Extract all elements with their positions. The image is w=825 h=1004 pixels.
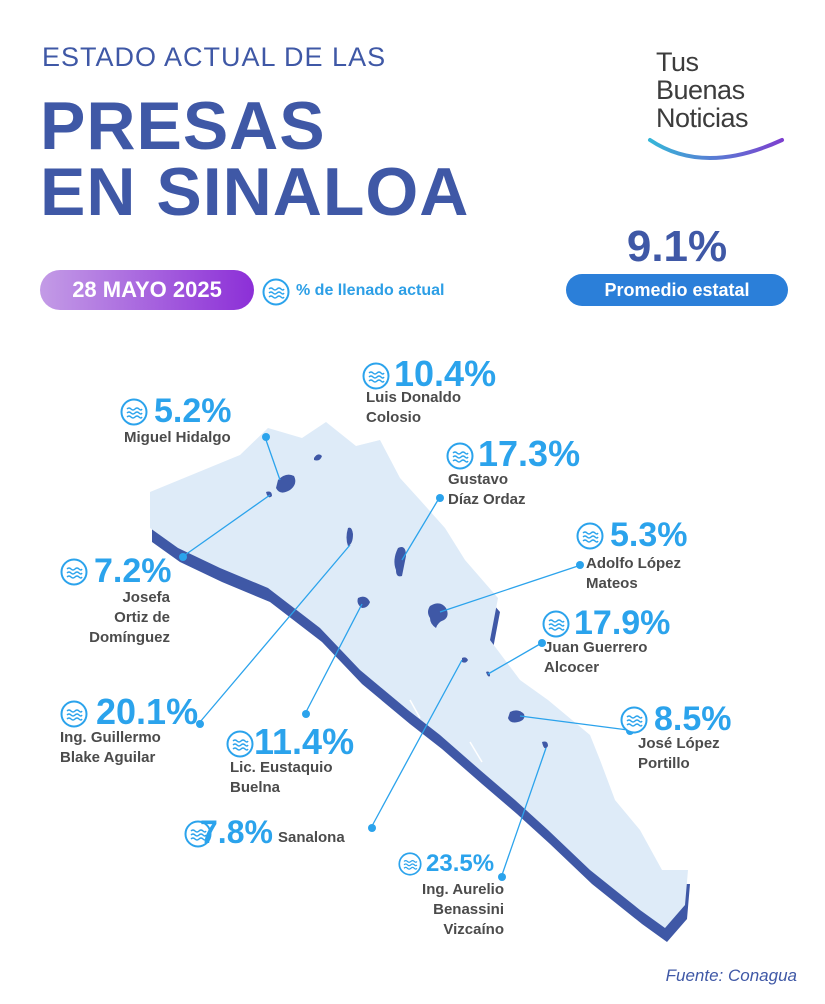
water-icon — [262, 278, 290, 306]
water-icon — [120, 398, 148, 426]
dam-name-benassini-line2: Benassini — [433, 901, 504, 918]
dam-name-josefa-line2: Ortiz de — [114, 609, 170, 626]
dam-name-lopez-portillo-line2: Portillo — [638, 755, 690, 772]
dam-name-guerrero-line2: Alcocer — [544, 659, 600, 676]
reservoir-colosio — [314, 454, 322, 461]
brand-line1: Tus — [656, 47, 699, 77]
leader-miguel-hidalgo — [265, 439, 281, 481]
leader-benassini — [501, 747, 547, 876]
brand-line3: Noticias — [656, 103, 749, 133]
date-badge: 28 MAYO 2025 — [40, 270, 254, 310]
water-icon — [226, 730, 254, 758]
reservoir-miguel-hidalgo — [266, 474, 296, 498]
water-icon — [184, 820, 212, 848]
brand-logo: Tus Buenas Noticias — [656, 48, 796, 132]
reservoir-lopez-mateos — [428, 603, 448, 628]
dam-name-blake-line1: Ing. Guillermo — [60, 729, 161, 746]
dam-percent-josefa: 7.2% — [94, 552, 172, 590]
reservoir-benassini — [542, 741, 548, 749]
dam-name-miguel-hidalgo: Miguel Hidalgo — [124, 429, 231, 446]
page-title-line1: PRESAS — [40, 88, 326, 164]
dam-name-josefa-line3: Domínguez — [89, 629, 170, 646]
dam-percent-blake: 20.1% — [96, 691, 199, 732]
dam-percent-guerrero: 17.9% — [574, 604, 671, 642]
dam-name-benassini-line1: Ing. Aurelio — [422, 881, 504, 898]
dam-percent-colosio: 10.4% — [394, 353, 497, 394]
dam-name-lopez-portillo-line1: José López — [638, 735, 720, 752]
dam-percent-buelna: 11.4% — [254, 721, 355, 762]
dot-guerrero — [538, 639, 546, 647]
dam-percent-miguel-hidalgo: 5.2% — [154, 392, 232, 430]
dam-name-benassini-line3: Vizcaíno — [443, 921, 504, 938]
water-icon — [446, 442, 474, 470]
dot-miguel-hidalgo — [262, 433, 270, 441]
leader-josefa — [184, 494, 271, 556]
leader-lopez-portillo — [519, 715, 629, 731]
legend-text: % de llenado actual — [296, 282, 445, 299]
average-value: 9.1% — [626, 222, 728, 271]
leader-lopez-mateos — [439, 565, 579, 613]
dot-lopez-mateos — [576, 561, 584, 569]
leader-guerrero — [487, 643, 541, 675]
leader-buelna — [305, 603, 363, 713]
water-icon — [60, 700, 88, 728]
dot-blake — [196, 720, 204, 728]
water-icon — [362, 362, 390, 390]
water-icon — [542, 610, 570, 638]
map-land — [150, 422, 688, 928]
water-icon — [60, 558, 88, 586]
dam-name-diaz-ordaz-line1: Gustavo — [448, 471, 509, 488]
dam-percent-lopez-portillo: 8.5% — [654, 700, 732, 738]
leader-blake — [199, 544, 351, 723]
brand-swoosh-icon — [648, 138, 784, 160]
subtitle: ESTADO ACTUAL DE LAS — [42, 42, 387, 72]
dam-name-lopez-mateos-line2: Mateos — [586, 575, 638, 592]
map-division-line — [409, 699, 483, 763]
dot-diaz-ordaz — [436, 494, 444, 502]
dot-buelna — [302, 710, 310, 718]
dam-percent-diaz-ordaz: 17.3% — [478, 433, 581, 474]
brand-line2: Buenas — [656, 75, 745, 105]
dam-name-buelna-line1: Lic. Eustaquio — [230, 759, 333, 776]
dam-name-josefa-line1: Josefa — [122, 589, 170, 606]
source-credit: Fuente: Conagua — [665, 966, 797, 985]
dam-name-blake-line2: Blake Aguilar — [60, 749, 156, 766]
dam-name-guerrero-line1: Juan Guerrero — [544, 639, 648, 656]
dam-name-diaz-ordaz-line2: Díaz Ordaz — [448, 491, 526, 508]
water-icon — [620, 706, 648, 734]
water-icon — [576, 522, 604, 550]
dam-percent-lopez-mateos: 5.3% — [610, 516, 688, 554]
page-title-line2: EN SINALOA — [40, 154, 470, 230]
water-icon — [398, 852, 422, 876]
reservoir-buelna — [357, 596, 370, 608]
reservoir-diaz-ordaz — [394, 547, 406, 577]
dam-name-lopez-mateos-line1: Adolfo López — [586, 555, 681, 572]
reservoir-josefa — [346, 527, 353, 546]
dam-name-buelna-line2: Buelna — [230, 779, 281, 796]
reservoir-lopez-portillo — [508, 710, 525, 723]
leader-diaz-ordaz — [401, 499, 439, 561]
dam-percent-benassini: 23.5% — [426, 850, 495, 877]
dam-percent-sanalona: 7.8% — [200, 814, 273, 850]
dot-benassini — [498, 873, 506, 881]
dam-name-colosio-line1: Luis Donaldo — [366, 389, 461, 406]
dam-name-sanalona: Sanalona — [278, 829, 345, 846]
dot-sanalona — [368, 824, 376, 832]
dot-josefa — [179, 553, 187, 561]
dam-name-colosio-line2: Colosio — [366, 409, 421, 426]
average-label: Promedio estatal — [566, 274, 788, 306]
reservoir-sanalona — [462, 657, 468, 663]
leader-sanalona — [371, 659, 463, 827]
